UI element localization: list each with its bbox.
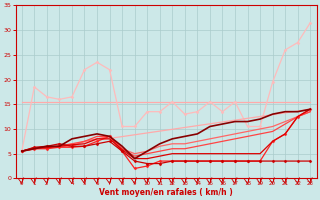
X-axis label: Vent moyen/en rafales ( km/h ): Vent moyen/en rafales ( km/h ) [99,188,233,197]
